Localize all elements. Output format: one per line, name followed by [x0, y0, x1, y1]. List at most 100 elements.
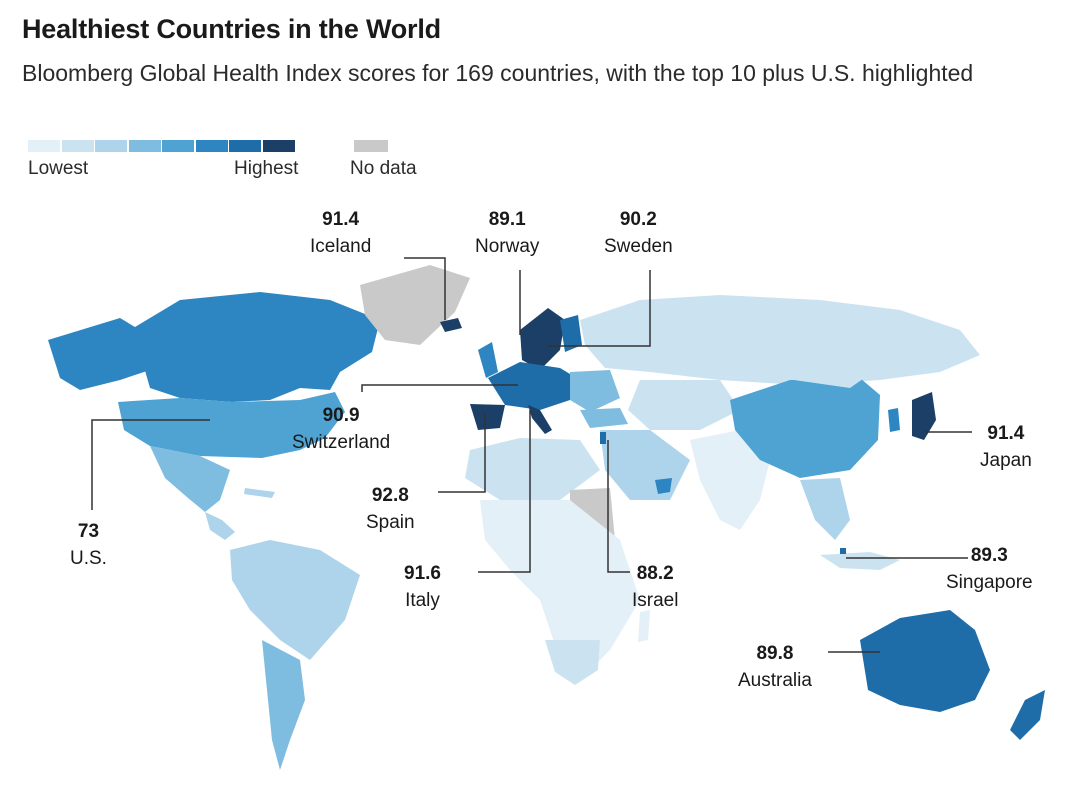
callout-italy-name: Italy — [405, 590, 440, 611]
southeast-asia — [800, 478, 850, 540]
callout-norway-name: Norway — [475, 236, 540, 257]
sub-saharan-africa — [480, 500, 640, 680]
central-asia — [628, 380, 740, 430]
legend-swatch-8 — [262, 140, 295, 152]
chart-title: Healthiest Countries in the World — [22, 14, 441, 44]
finland — [560, 315, 582, 352]
legend-no-data-label: No data — [350, 158, 417, 179]
middle-east — [600, 430, 690, 500]
north-america — [48, 265, 470, 540]
callout-singapore: 89.3 Singapore — [946, 542, 1033, 596]
legend-swatch-2 — [61, 140, 94, 152]
callout-us: 73 U.S. — [70, 518, 107, 572]
south-america — [230, 540, 360, 770]
callout-italy-score: 91.6 — [404, 563, 441, 584]
leader-switzerland — [361, 384, 518, 392]
russia — [580, 295, 980, 385]
legend-swatch-4 — [128, 140, 161, 152]
leader-israel — [607, 440, 630, 573]
singapore — [840, 548, 846, 554]
callout-sweden-name: Sweden — [604, 236, 673, 257]
western-europe — [488, 362, 580, 410]
callout-italy: 91.6 Italy — [404, 560, 441, 614]
callout-israel-name: Israel — [632, 590, 679, 611]
australia — [860, 610, 990, 712]
leader-sweden — [548, 270, 651, 347]
italy — [528, 405, 552, 434]
callout-spain-name: Spain — [366, 512, 415, 533]
callout-switzerland-name: Switzerland — [292, 432, 391, 453]
callout-iceland-name: Iceland — [310, 236, 372, 257]
callout-israel-score: 88.2 — [636, 563, 674, 584]
central-america — [205, 512, 235, 540]
iceland — [440, 318, 462, 332]
legend-swatch-7 — [229, 140, 261, 152]
argentina-chile — [262, 640, 305, 770]
africa-middle-east — [465, 408, 690, 685]
legend-swatch-3 — [95, 140, 127, 152]
greenland — [360, 265, 470, 345]
callout-singapore-name: Singapore — [946, 572, 1033, 593]
chart-subtitle: Bloomberg Global Health Index scores for… — [22, 60, 974, 86]
spain-portugal — [470, 404, 505, 430]
korea — [888, 408, 900, 432]
gulf — [655, 478, 672, 494]
leader-lines — [91, 257, 972, 653]
callout-japan-score: 91.4 — [987, 423, 1025, 444]
oceania — [860, 610, 1045, 740]
israel — [600, 432, 606, 444]
callout-japan: 91.4 Japan — [980, 420, 1032, 474]
south-america-north — [230, 540, 360, 660]
legend-swatch-6 — [195, 140, 228, 152]
mongolia — [780, 368, 870, 388]
china — [730, 378, 880, 478]
legend-swatch-1 — [28, 140, 60, 152]
north-africa — [465, 438, 600, 500]
callout-australia-name: Australia — [738, 670, 812, 691]
callout-australia: 89.8 Australia — [738, 640, 812, 694]
legend-color-scale — [28, 140, 296, 152]
leader-italy — [478, 410, 531, 573]
callout-singapore-score: 89.3 — [970, 545, 1008, 566]
europe — [440, 308, 620, 434]
usa — [118, 392, 345, 458]
callout-israel: 88.2 Israel — [632, 560, 678, 614]
leader-us — [91, 419, 210, 510]
eastern-europe — [570, 370, 620, 412]
legend-highest-label: Highest — [234, 158, 299, 179]
canada — [130, 292, 380, 402]
india-south-asia — [690, 430, 770, 530]
callout-sweden-score: 90.2 — [619, 209, 657, 230]
callout-switzerland: 90.9 Switzerland — [292, 402, 390, 456]
callout-us-score: 73 — [77, 521, 100, 542]
indonesia — [820, 552, 900, 570]
callout-switzerland-score: 90.9 — [322, 405, 360, 426]
callout-norway-score: 89.1 — [488, 209, 526, 230]
callout-spain: 92.8 Spain — [366, 482, 415, 536]
alaska — [48, 318, 150, 390]
leader-iceland — [404, 257, 446, 320]
callout-norway: 89.1 Norway — [475, 206, 539, 260]
japan — [912, 392, 936, 440]
callout-iceland: 91.4 Iceland — [310, 206, 371, 260]
caribbean — [244, 488, 275, 498]
legend-lowest-label: Lowest — [28, 158, 89, 179]
asia — [628, 368, 936, 570]
callout-sweden: 90.2 Sweden — [604, 206, 673, 260]
new-zealand — [1010, 690, 1045, 740]
callout-spain-score: 92.8 — [371, 485, 409, 506]
legend-swatch-5 — [162, 140, 194, 152]
south-africa — [545, 640, 600, 685]
callout-us-name: U.S. — [70, 548, 107, 569]
legend-no-data-swatch — [354, 140, 388, 152]
scandinavia — [520, 308, 565, 370]
callout-japan-name: Japan — [980, 450, 1032, 471]
mexico — [150, 446, 230, 512]
uk-ireland — [478, 342, 498, 378]
callout-australia-score: 89.8 — [756, 643, 794, 664]
world-map — [48, 257, 1045, 770]
leader-spain — [438, 414, 486, 493]
madagascar — [638, 610, 650, 642]
callout-iceland-score: 91.4 — [322, 209, 360, 230]
turkey — [580, 408, 628, 428]
